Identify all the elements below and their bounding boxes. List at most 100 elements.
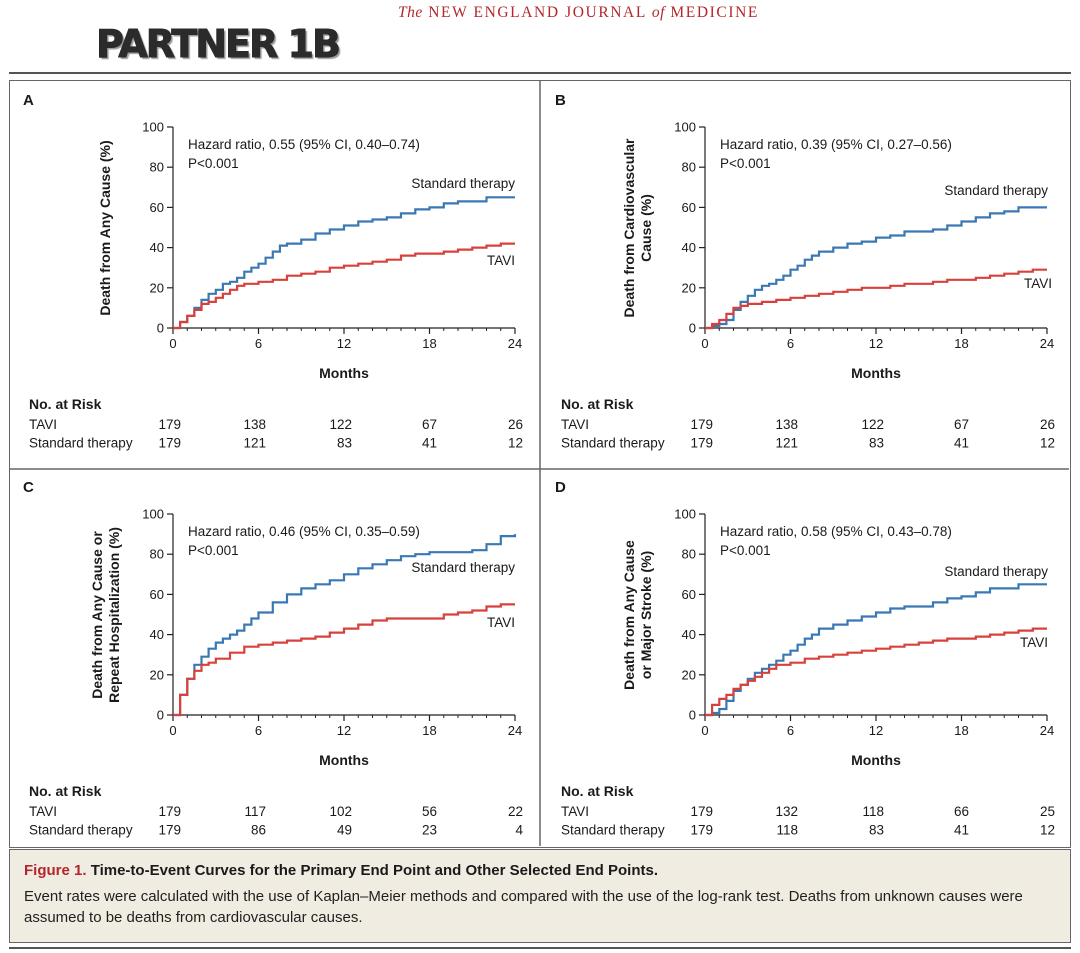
p-value-annotation: P<0.001 (188, 543, 239, 558)
y-tick-label: 40 (682, 627, 696, 642)
series-label-standard-therapy: Standard therapy (944, 183, 1048, 198)
x-tick-label: 0 (169, 723, 176, 738)
panel-label: C (23, 479, 34, 496)
risk-value: 41 (422, 436, 437, 451)
km-curve-tavi (173, 603, 515, 717)
km-curve-tavi (705, 268, 1047, 330)
y-axis-title-line: Repeat Hospitalization (%) (106, 527, 122, 703)
km-curve-standard-therapy (705, 206, 1047, 330)
risk-value: 23 (422, 823, 437, 838)
y-axis-title: Death from Any Causeor Major Stroke (%) (621, 540, 654, 690)
x-axis-title: Months (851, 365, 901, 381)
panel-b: B 0 20 40 60 80 100 0 6 12 18 24 Months Death from Ca… (555, 92, 1055, 451)
y-tick-label: 0 (689, 708, 696, 723)
y-tick-label: 40 (150, 240, 164, 255)
hazard-ratio-annotation: Hazard ratio, 0.39 (95% CI, 0.27–0.56) (720, 137, 952, 152)
x-tick-label: 18 (954, 336, 968, 351)
panel-a: A 0 20 40 60 80 100 0 6 12 18 24 Months Death from An… (23, 92, 523, 451)
risk-value: 83 (869, 823, 884, 838)
y-tick-label: 80 (150, 160, 164, 175)
risk-value: 118 (862, 804, 884, 819)
journal-suffix: MEDICINE (670, 4, 759, 21)
hazard-ratio-annotation: Hazard ratio, 0.55 (95% CI, 0.40–0.74) (188, 137, 420, 152)
figure-caption: Figure 1. Time-to-Event Curves for the P… (9, 849, 1071, 943)
y-tick-label: 100 (674, 507, 696, 522)
journal-name: NEW ENGLAND JOURNAL (428, 4, 647, 21)
risk-table-title: No. at Risk (561, 396, 634, 412)
risk-value: 26 (508, 417, 523, 432)
risk-value: 22 (508, 804, 523, 819)
panel-label: A (23, 92, 34, 109)
y-tick-label: 40 (682, 240, 696, 255)
y-axis-title-line: Death from Cardiovascular (621, 138, 637, 317)
risk-row-label: TAVI (561, 417, 589, 432)
km-curve-tavi (173, 242, 515, 330)
y-tick-label: 60 (150, 200, 164, 215)
y-tick-label: 0 (157, 321, 164, 336)
risk-row-label: Standard therapy (561, 436, 665, 451)
x-tick-label: 24 (508, 336, 522, 351)
risk-value: 138 (243, 417, 266, 432)
risk-value: 102 (329, 804, 352, 819)
x-axis-title: Months (851, 752, 901, 768)
x-tick-label: 18 (954, 723, 968, 738)
y-tick-label: 60 (150, 587, 164, 602)
risk-value: 12 (1040, 823, 1055, 838)
risk-value: 41 (954, 436, 969, 451)
hazard-ratio-annotation: Hazard ratio, 0.46 (95% CI, 0.35–0.59) (188, 524, 420, 539)
y-tick-label: 20 (150, 280, 164, 295)
risk-value: 179 (690, 436, 713, 451)
x-tick-label: 24 (1040, 336, 1054, 351)
panel-label: D (555, 479, 566, 496)
risk-value: 4 (515, 823, 523, 838)
y-tick-label: 100 (142, 507, 164, 522)
x-tick-label: 12 (337, 723, 351, 738)
series-label-tavi: TAVI (487, 253, 515, 268)
top-rule (9, 72, 1071, 74)
x-tick-label: 12 (337, 336, 351, 351)
risk-table-title: No. at Risk (561, 783, 634, 799)
x-tick-label: 12 (869, 723, 883, 738)
x-tick-label: 0 (701, 723, 708, 738)
x-tick-label: 6 (787, 336, 794, 351)
risk-row-label: Standard therapy (29, 823, 133, 838)
x-tick-label: 6 (255, 336, 262, 351)
p-value-annotation: P<0.001 (720, 543, 771, 558)
risk-value: 49 (337, 823, 352, 838)
y-tick-label: 40 (150, 627, 164, 642)
risk-value: 118 (776, 823, 798, 838)
caption-text: Event rates were calculated with the use… (24, 888, 1023, 926)
caption-title: Time-to-Event Curves for the Primary End… (90, 862, 659, 879)
figure-label: Figure 1. (24, 862, 87, 879)
series-label-standard-therapy: Standard therapy (411, 560, 515, 575)
risk-value: 179 (158, 804, 181, 819)
risk-value: 83 (337, 436, 352, 451)
y-tick-label: 100 (674, 120, 696, 135)
risk-value: 179 (690, 417, 713, 432)
x-tick-label: 0 (169, 336, 176, 351)
risk-value: 12 (508, 436, 523, 451)
y-tick-label: 20 (150, 667, 164, 682)
risk-value: 83 (869, 436, 884, 451)
x-tick-label: 6 (255, 723, 262, 738)
x-tick-label: 24 (508, 723, 522, 738)
y-tick-label: 0 (157, 708, 164, 723)
x-tick-label: 24 (1040, 723, 1054, 738)
y-axis-title-line: Cause (%) (638, 194, 654, 262)
risk-value: 122 (329, 417, 352, 432)
y-tick-label: 60 (682, 587, 696, 602)
risk-value: 117 (244, 804, 266, 819)
x-axis-title: Months (319, 365, 369, 381)
risk-table-title: No. at Risk (29, 783, 102, 799)
risk-value: 86 (251, 823, 266, 838)
km-curve-standard-therapy (173, 196, 515, 330)
risk-value: 41 (954, 823, 969, 838)
p-value-annotation: P<0.001 (188, 156, 239, 171)
risk-value: 179 (690, 823, 713, 838)
km-curve-tavi (705, 627, 1047, 717)
risk-value: 121 (243, 436, 266, 451)
x-tick-label: 18 (422, 336, 436, 351)
y-tick-label: 80 (682, 547, 696, 562)
bottom-rule (9, 947, 1071, 949)
